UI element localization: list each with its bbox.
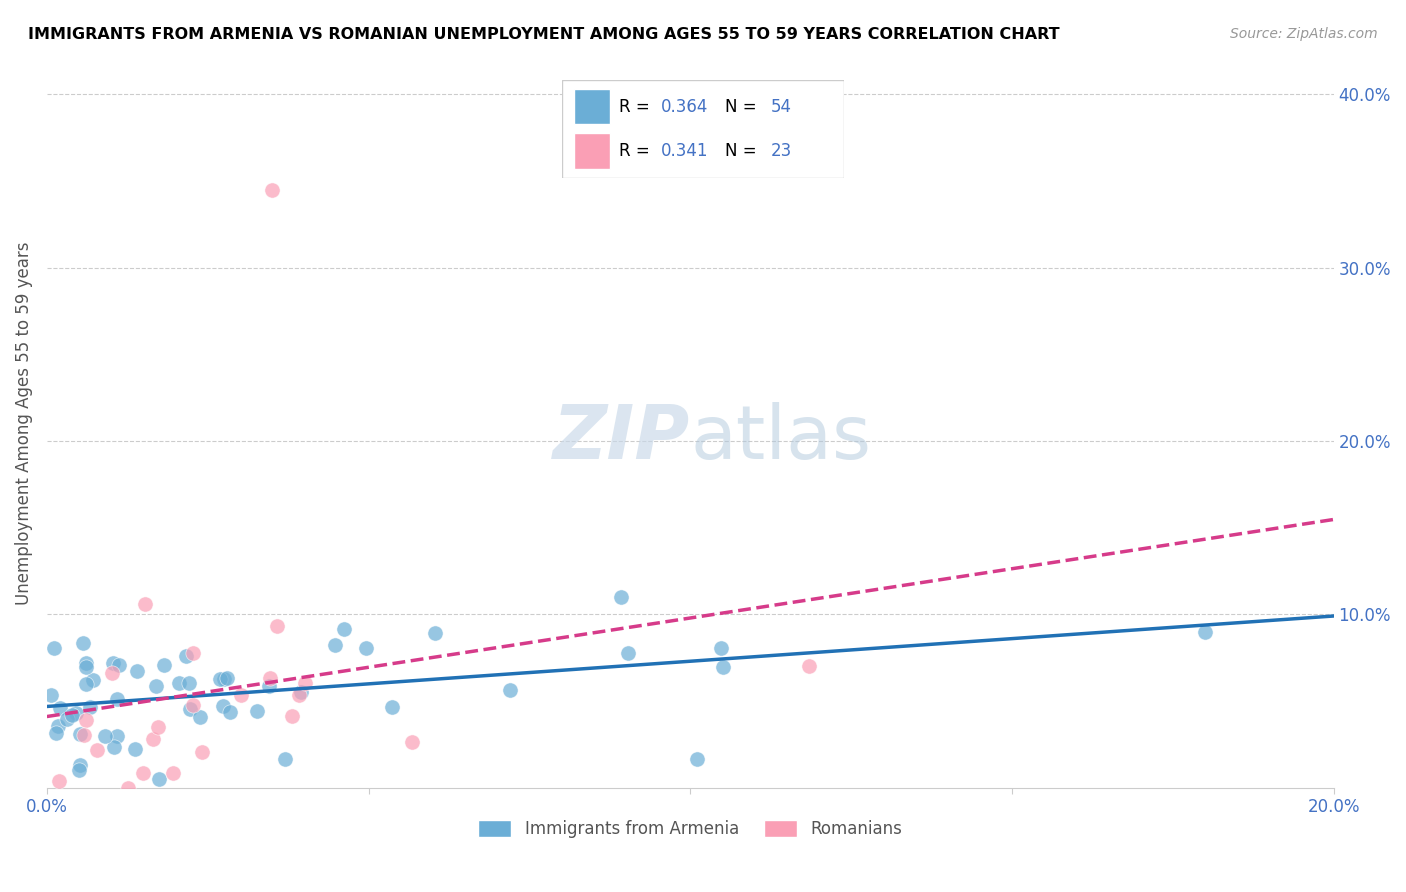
Point (217, 672, 239, 686)
Point (332, 622, 354, 636)
Point (323, 638, 346, 652)
Point (209, 672, 232, 686)
Point (134, 597, 156, 611)
Point (183, 698, 205, 713)
Point (218, 705, 240, 719)
Point (214, 673, 236, 687)
Point (499, 683, 522, 698)
Legend: Immigrants from Armenia, Romanians: Immigrants from Armenia, Romanians (471, 814, 910, 845)
Point (75, 657, 97, 671)
Bar (574, 89, 610, 124)
Point (288, 688, 311, 702)
Point (45, 726, 67, 740)
Y-axis label: Unemployment Among Ages 55 to 59 years: Unemployment Among Ages 55 to 59 years (15, 242, 32, 606)
Text: 0.341: 0.341 (661, 142, 709, 160)
Point (229, 689, 252, 703)
Point (105, 691, 128, 706)
Point (75, 677, 97, 691)
Point (42, 640, 65, 655)
Point (49, 701, 72, 715)
Point (79, 700, 101, 714)
Point (105, 729, 128, 743)
Point (610, 590, 633, 604)
Point (132, 765, 155, 780)
Point (181, 646, 204, 660)
Point (273, 752, 295, 766)
Text: N =: N = (725, 98, 762, 116)
Point (69, 758, 91, 772)
Point (710, 640, 733, 655)
Point (65, 706, 87, 721)
Point (101, 665, 124, 680)
Point (212, 698, 235, 713)
Text: ZIP: ZIP (553, 401, 690, 475)
Point (75, 713, 97, 727)
Point (281, 709, 304, 723)
Point (174, 648, 197, 663)
Point (82, 673, 104, 687)
Point (48, 719, 70, 733)
Point (401, 735, 423, 749)
Point (117, 780, 139, 795)
Point (167, 675, 190, 690)
Point (86, 742, 108, 756)
Point (108, 658, 131, 673)
Point (266, 619, 288, 633)
Text: N =: N = (725, 142, 762, 160)
Point (39, 688, 62, 702)
Point (162, 765, 184, 780)
Point (354, 641, 377, 656)
Point (381, 699, 404, 714)
Point (179, 701, 201, 715)
Point (103, 656, 125, 670)
Point (1194, 624, 1216, 639)
Point (259, 679, 281, 693)
Point (103, 740, 125, 755)
Point (290, 684, 312, 698)
Point (711, 660, 734, 674)
Point (60, 707, 83, 722)
Point (190, 745, 212, 759)
Point (245, 704, 267, 718)
Point (686, 752, 709, 766)
Point (294, 676, 316, 690)
Point (75, 660, 97, 674)
Text: Source: ZipAtlas.com: Source: ZipAtlas.com (1230, 27, 1378, 41)
Point (188, 710, 211, 724)
Text: atlas: atlas (690, 401, 872, 475)
Point (148, 720, 170, 734)
Point (259, 671, 281, 685)
Point (67, 764, 90, 778)
Text: 0.364: 0.364 (661, 98, 709, 116)
Point (617, 646, 640, 660)
Text: R =: R = (619, 98, 655, 116)
Point (148, 772, 170, 786)
Point (48, 773, 70, 788)
Point (799, 659, 821, 673)
Point (145, 679, 167, 693)
Text: 54: 54 (770, 98, 792, 116)
Point (153, 658, 176, 673)
Text: IMMIGRANTS FROM ARMENIA VS ROMANIAN UNEMPLOYMENT AMONG AGES 55 TO 59 YEARS CORRE: IMMIGRANTS FROM ARMENIA VS ROMANIAN UNEM… (28, 27, 1060, 42)
Point (142, 732, 165, 747)
Point (72, 636, 94, 650)
Point (73, 728, 96, 742)
Bar (574, 133, 610, 169)
Point (423, 626, 446, 640)
Point (93, 729, 115, 743)
Point (177, 676, 200, 690)
Text: 23: 23 (770, 142, 792, 160)
Point (127, 664, 149, 678)
Point (69, 727, 91, 741)
Point (55, 712, 77, 726)
Text: R =: R = (619, 142, 655, 160)
Point (262, 183, 284, 197)
Point (124, 742, 146, 756)
